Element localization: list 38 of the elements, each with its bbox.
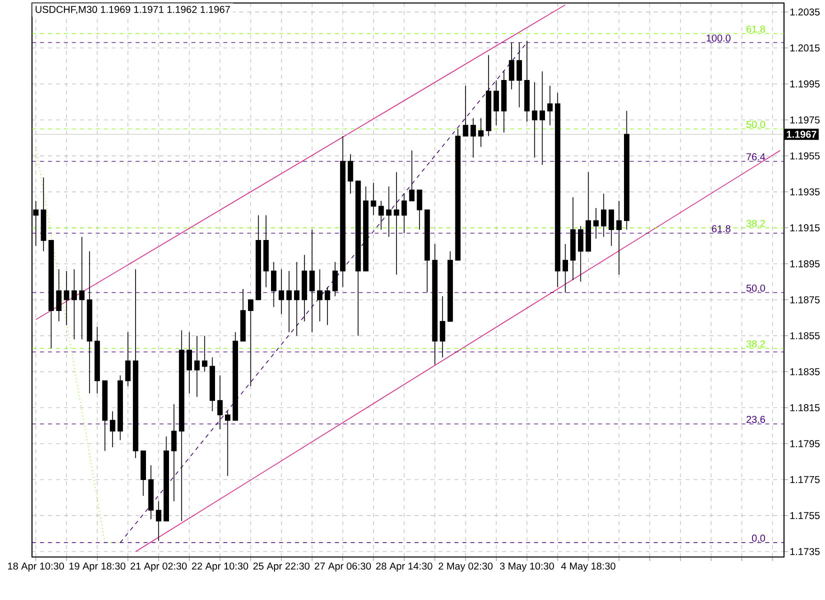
- annotation: 23.6: [746, 416, 765, 423]
- x-tick-label: 27 Apr 06:30: [314, 562, 371, 572]
- annotation: 0.0: [752, 534, 766, 542]
- y-tick-label: 1.1995: [790, 80, 820, 88]
- x-tick-label: 21 Apr 02:30: [130, 562, 187, 572]
- annotation: 50.0: [746, 284, 766, 292]
- y-tick-label: 1.1975: [790, 116, 820, 124]
- annotation: 61.8: [712, 225, 730, 232]
- chart-title: USDCHF,M30 1.1969 1.1971 1.1962 1.1967: [36, 6, 230, 14]
- x-tick-label: 22 Apr 10:30: [192, 562, 248, 572]
- annotation: 100.0: [706, 34, 730, 42]
- y-tick-label: 1.1915: [790, 224, 820, 232]
- x-tick-label: 28 Apr 14:30: [376, 562, 432, 572]
- y-tick-label: 1.1875: [790, 296, 820, 304]
- y-tick-label: 1.1895: [790, 260, 820, 268]
- x-tick-label: 19 Apr 18:30: [69, 562, 126, 572]
- x-tick-label: 2 May 02:30: [438, 562, 493, 572]
- ref-line-label: 1.1967: [786, 130, 816, 138]
- y-tick-label: 1.1955: [790, 152, 820, 160]
- y-tick-label: 1.1855: [790, 332, 820, 340]
- annotation: 38.2: [746, 220, 765, 227]
- x-tick-label: 18 Apr 10:30: [8, 562, 64, 572]
- x-tick-label: 4 May 18:30: [561, 562, 616, 572]
- y-tick-label: 1.1935: [790, 188, 820, 196]
- y-tick-label: 1.2035: [790, 8, 820, 16]
- x-tick-label: 3 May 10:30: [500, 562, 554, 572]
- y-tick-label: 1.1835: [790, 368, 820, 376]
- y-tick-label: 1.1775: [790, 476, 820, 484]
- y-tick-label: 1.1815: [790, 404, 820, 412]
- x-tick-label: 25 Apr 22:30: [253, 562, 310, 572]
- y-tick-label: 1.1795: [790, 440, 820, 448]
- y-tick-label: 1.2015: [790, 44, 820, 52]
- annotation: 50.0: [746, 120, 766, 128]
- y-tick-label: 1.1735: [790, 548, 820, 556]
- annotation: 38.2: [746, 340, 765, 348]
- y-tick-label: 1.1755: [790, 512, 820, 520]
- annotation: 76.4: [746, 153, 766, 160]
- annotation: 61.8: [746, 26, 765, 33]
